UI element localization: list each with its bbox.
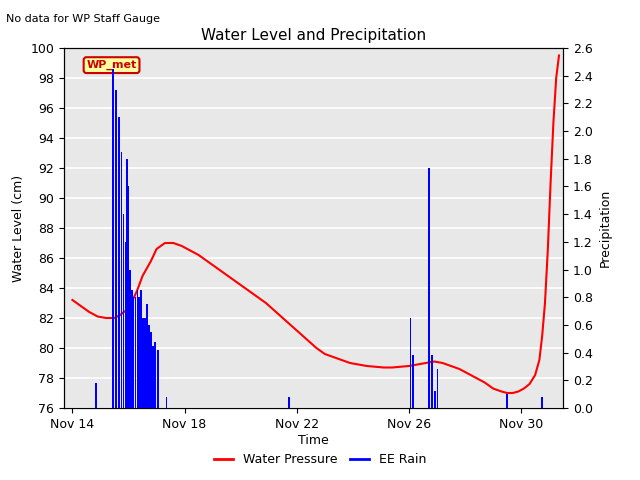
- Bar: [144, 318, 146, 408]
- Text: WP_met: WP_met: [86, 60, 137, 70]
- Bar: [150, 332, 152, 408]
- Bar: [138, 297, 140, 408]
- Bar: [410, 318, 411, 408]
- Bar: [136, 290, 138, 408]
- Bar: [112, 69, 114, 408]
- Bar: [152, 346, 154, 408]
- Legend: Water Pressure, EE Rain: Water Pressure, EE Rain: [209, 448, 431, 471]
- Y-axis label: Water Level (cm): Water Level (cm): [12, 174, 25, 282]
- Bar: [131, 290, 132, 408]
- Y-axis label: Precipitation: Precipitation: [598, 189, 611, 267]
- Bar: [140, 290, 142, 408]
- Bar: [154, 342, 156, 408]
- Bar: [166, 397, 167, 408]
- Bar: [428, 168, 430, 408]
- Bar: [146, 304, 148, 408]
- Bar: [157, 350, 159, 408]
- Bar: [506, 394, 508, 408]
- Bar: [125, 242, 127, 408]
- Bar: [434, 391, 436, 408]
- Bar: [127, 186, 129, 408]
- Bar: [132, 297, 134, 408]
- Bar: [412, 355, 414, 408]
- Bar: [115, 90, 116, 408]
- Text: No data for WP Staff Gauge: No data for WP Staff Gauge: [6, 14, 161, 24]
- Title: Water Level and Precipitation: Water Level and Precipitation: [201, 28, 426, 43]
- Bar: [129, 270, 131, 408]
- Bar: [121, 152, 122, 408]
- Bar: [431, 355, 433, 408]
- Bar: [541, 397, 543, 408]
- X-axis label: Time: Time: [298, 433, 329, 446]
- Bar: [118, 117, 120, 408]
- Bar: [134, 297, 136, 408]
- Bar: [123, 214, 124, 408]
- Bar: [436, 369, 438, 408]
- Bar: [95, 383, 97, 408]
- Bar: [126, 159, 128, 408]
- Bar: [148, 325, 150, 408]
- Bar: [288, 397, 290, 408]
- Bar: [142, 318, 144, 408]
